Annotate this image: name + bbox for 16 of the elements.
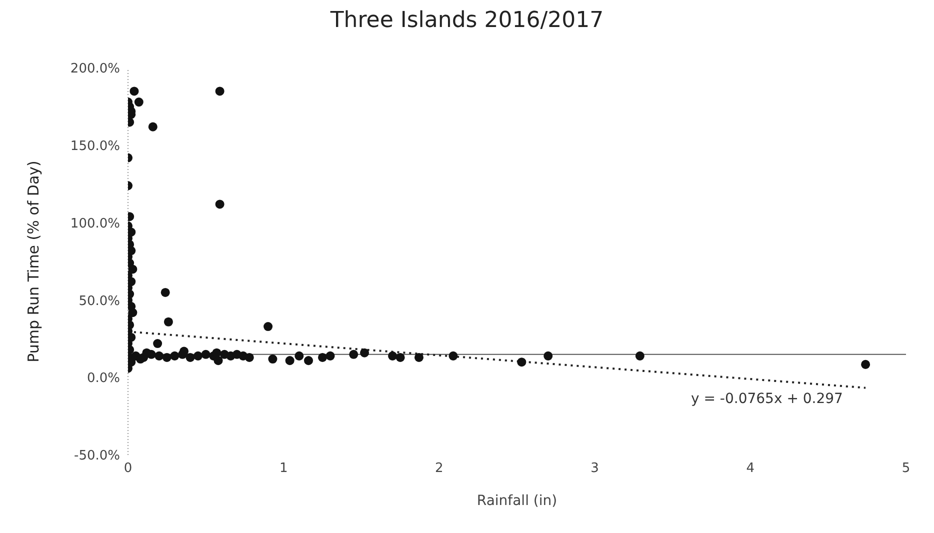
x-tick-label: 4 (746, 461, 755, 476)
y-tick-label: 100.0% (70, 216, 120, 232)
y-axis-title: Pump Run Time (% of Day) (24, 160, 42, 362)
x-axis-title: Rainfall (in) (476, 493, 558, 509)
x-tick-label: 0 (124, 461, 132, 476)
y-tick-label: 200.0% (70, 62, 120, 77)
x-tick-label: 2 (435, 461, 444, 476)
y-tick-label: 150.0% (70, 139, 120, 154)
y-tick-label: 50.0% (78, 294, 120, 309)
chart-title: Three Islands 2016/2017 (329, 8, 605, 35)
x-tick-label: 3 (590, 461, 599, 476)
x-tick-label: 5 (902, 461, 910, 476)
x-tick-label: 1 (279, 461, 288, 476)
y-tick-label: -50.0% (74, 448, 120, 464)
y-tick-label: 0.0% (86, 371, 120, 386)
annotation: y = -0.0765x + 0.297 (688, 391, 846, 407)
